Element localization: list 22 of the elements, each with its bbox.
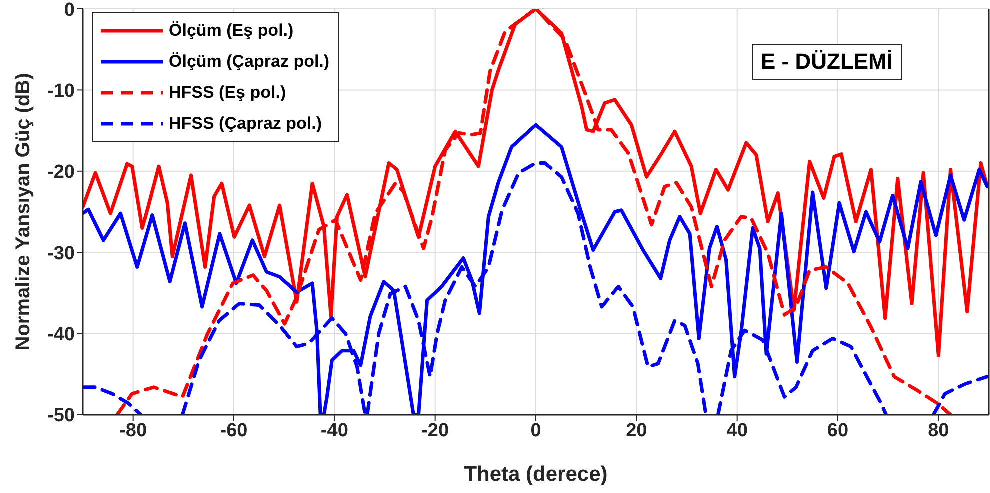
- x-tick-label: 40: [726, 420, 748, 442]
- x-tick-label: 20: [626, 420, 648, 442]
- x-tick-label: -40: [320, 420, 348, 442]
- annotation: E - DÜZLEMİ: [752, 44, 902, 80]
- x-axis-title: Theta (derece): [464, 463, 608, 486]
- x-tick-label: 80: [928, 420, 950, 442]
- y-tick-label: -20: [48, 162, 75, 184]
- y-tick-label: -50: [48, 406, 75, 427]
- x-tick-label: 60: [827, 420, 849, 442]
- x-tick-label: -80: [120, 420, 148, 442]
- x-tick-label: -20: [422, 420, 450, 442]
- legend-label: Ölçüm (Çapraz pol.): [169, 52, 330, 72]
- x-tick-label: -60: [220, 420, 248, 442]
- legend-label: HFSS (Eş pol.): [169, 82, 286, 102]
- y-tick-label: 0: [64, 0, 75, 21]
- y-tick-label: -10: [48, 80, 75, 102]
- legend-label: Ölçüm (Eş pol.): [169, 20, 294, 40]
- y-tick-label: -30: [48, 243, 75, 264]
- y-tick-label: -40: [48, 324, 75, 346]
- x-tick-label: 0: [530, 420, 542, 442]
- y-axis-title: Normalize Yansıyan Güç (dB): [12, 73, 34, 351]
- legend-label: HFSS (Çapraz pol.): [169, 114, 322, 134]
